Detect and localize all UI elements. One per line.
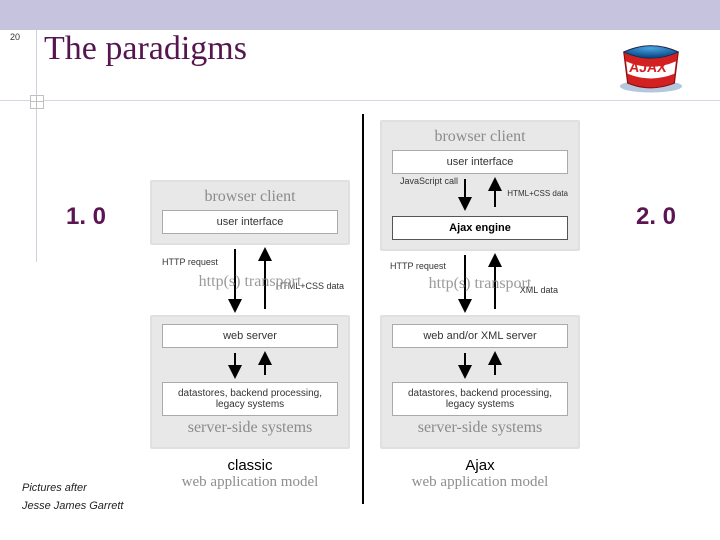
ajax-caption-sub: web application model bbox=[380, 474, 580, 491]
credit-line2: Jesse James Garrett bbox=[22, 497, 123, 516]
ajax-htmlcss-label: HTML+CSS data bbox=[507, 189, 568, 198]
paradigm-diagrams: browser client user interface HTTP reque… bbox=[150, 120, 580, 520]
classic-web-server: web server bbox=[162, 324, 338, 348]
ajax-inner-arrows: JavaScript call HTML+CSS data bbox=[386, 177, 574, 213]
ajax-web-server: web and/or XML server bbox=[392, 324, 568, 348]
top-bar bbox=[0, 0, 720, 30]
version-label-2: 2. 0 bbox=[636, 203, 676, 231]
classic-server-title: server-side systems bbox=[156, 419, 344, 437]
classic-client-title: browser client bbox=[156, 188, 344, 206]
page-number: 20 bbox=[10, 32, 20, 42]
svg-text:AJAX: AJAX bbox=[628, 59, 668, 75]
classic-ui-box: user interface bbox=[162, 210, 338, 234]
ajax-client-title: browser client bbox=[386, 128, 574, 146]
decorative-vline bbox=[36, 30, 37, 262]
classic-caption: classic web application model bbox=[150, 457, 350, 491]
credit-line1: Pictures after bbox=[22, 479, 123, 498]
ajax-req-label: HTTP request bbox=[390, 261, 446, 271]
ajax-transport-arrows: HTTP request XML data http(s) transport bbox=[380, 251, 580, 315]
classic-req-label: HTTP request bbox=[162, 257, 218, 267]
decorative-marker bbox=[30, 95, 44, 109]
ajax-ui-box: user interface bbox=[392, 150, 568, 174]
classic-transport-arrows: HTTP request HTML+CSS data http(s) trans… bbox=[150, 245, 350, 315]
classic-server-side: web server datastores, backend processin… bbox=[150, 315, 350, 449]
decorative-line bbox=[0, 100, 720, 101]
ajax-server-title: server-side systems bbox=[386, 419, 574, 437]
ajax-logo: AJAX bbox=[612, 38, 690, 94]
ajax-transport-label: http(s) transport bbox=[380, 275, 580, 293]
version-label-1: 1. 0 bbox=[66, 203, 106, 231]
classic-browser-client: browser client user interface bbox=[150, 180, 350, 245]
ajax-engine-box: Ajax engine bbox=[392, 216, 568, 240]
page-title: The paradigms bbox=[44, 30, 247, 68]
ajax-js-label: JavaScript call bbox=[400, 176, 458, 186]
ajax-caption: Ajax web application model bbox=[380, 457, 580, 491]
classic-caption-sub: web application model bbox=[150, 474, 350, 491]
ajax-column: browser client user interface JavaScript… bbox=[380, 120, 580, 491]
classic-backend: datastores, backend processing, legacy s… bbox=[162, 382, 338, 416]
ajax-backend: datastores, backend processing, legacy s… bbox=[392, 382, 568, 416]
ajax-server-side: web and/or XML server datastores, backen… bbox=[380, 315, 580, 449]
ajax-browser-client: browser client user interface JavaScript… bbox=[380, 120, 580, 251]
column-divider bbox=[362, 114, 364, 504]
classic-caption-name: classic bbox=[150, 457, 350, 474]
classic-column: browser client user interface HTTP reque… bbox=[150, 180, 350, 491]
image-credit: Pictures after Jesse James Garrett bbox=[22, 479, 123, 516]
classic-transport-label: http(s) transport bbox=[150, 273, 350, 291]
ajax-caption-name: Ajax bbox=[380, 457, 580, 474]
